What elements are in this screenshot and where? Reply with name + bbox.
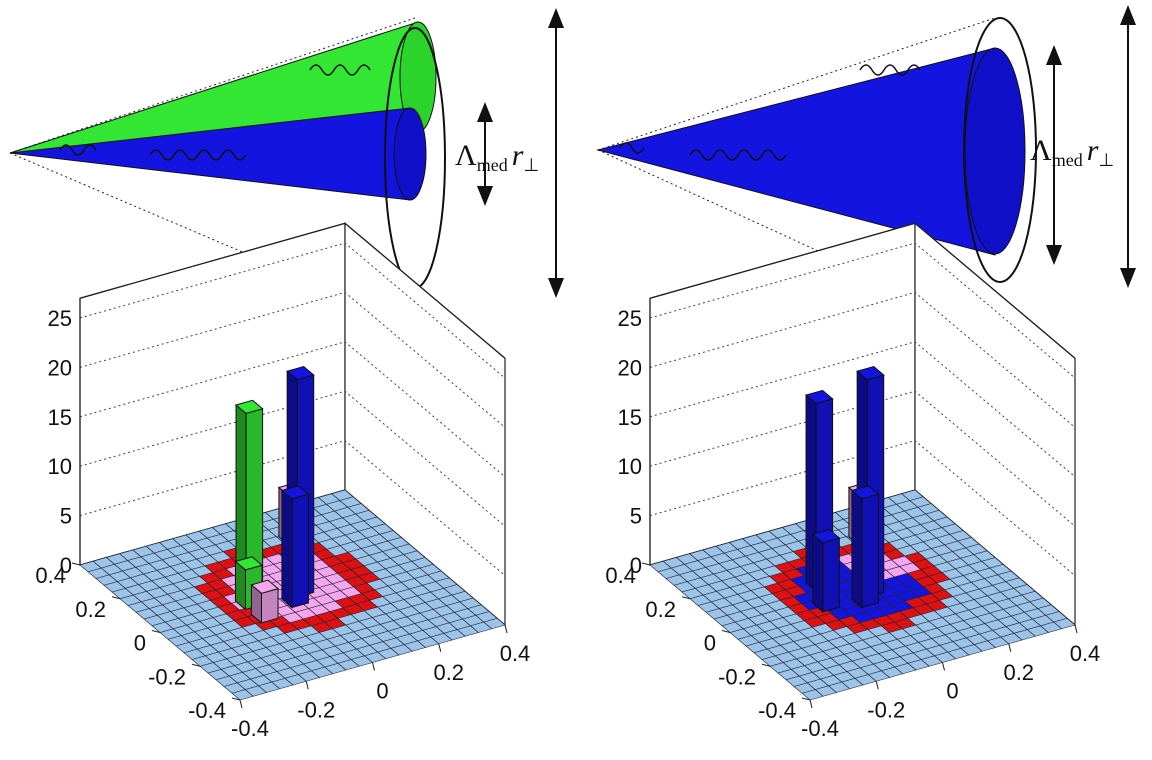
bar-face [862,494,879,607]
bar-face [852,490,862,607]
y-tick-label: -0.4 [188,698,226,723]
x-tick-label: -0.4 [801,716,839,741]
variable: r [512,139,524,172]
variable-subscript: ⊥ [523,155,539,175]
y-tick-label: 0.4 [605,563,636,588]
z-tick-label: 15 [48,405,72,430]
x-tick-label: 0 [946,679,958,704]
tick-mark [943,663,945,671]
figure: Λmedr⊥ Λmedr⊥ 05101520250.40.20-0.2-0.4-… [0,0,1152,760]
bar [813,530,840,612]
z-tick-label: 10 [618,454,642,479]
z-tick-label: 10 [48,454,72,479]
y-tick-label: -0.2 [718,664,756,689]
tick-mark [72,563,80,565]
symbol-subscript: med [477,155,508,175]
bar [251,580,278,623]
tick-mark [810,700,812,708]
z-tick-label: 5 [630,504,642,529]
y-tick-label: 0.2 [75,597,106,622]
tick-mark [505,625,507,633]
bar [852,486,879,608]
z-tick-label: 20 [48,355,72,380]
x-tick-label: -0.4 [231,716,269,741]
x-tick-label: 0 [376,679,388,704]
tick-mark [439,644,441,652]
z-tick-label: 5 [60,504,72,529]
bar-face [823,538,840,612]
bar-face [282,490,292,607]
x-tick-label: 0.4 [1070,641,1101,666]
tick-mark [1075,625,1077,633]
bar [282,486,309,608]
symbol: Λ [455,139,477,172]
y-tick-label: 0.2 [645,597,676,622]
z-tick-label: 25 [48,306,72,331]
y-tick-label: -0.4 [758,698,796,723]
variable: r [1087,134,1099,167]
y-tick-label: 0 [134,631,146,656]
bar-face [261,589,278,623]
symbol: Λ [1030,134,1052,167]
x-tick-label: -0.2 [297,697,335,722]
y-tick-label: 0 [704,631,716,656]
x-tick-label: 0.4 [500,641,531,666]
page: Λmedr⊥ Λmedr⊥ 05101520250.40.20-0.2-0.4-… [0,0,1152,760]
bar-face [292,494,309,607]
tick-mark [1009,644,1011,652]
x-tick-label: 0.2 [1003,660,1034,685]
tick-mark [240,700,242,708]
z-tick-label: 20 [618,355,642,380]
z-tick-label: 25 [618,306,642,331]
bar-face [813,534,823,612]
variable-subscript: ⊥ [1098,150,1114,170]
x-tick-label: 0.2 [433,660,464,685]
tick-mark [642,563,650,565]
symbol-subscript: med [1052,150,1083,170]
tick-mark [876,681,878,689]
y-tick-label: -0.2 [148,664,186,689]
x-tick-label: -0.2 [867,697,905,722]
z-tick-label: 15 [618,405,642,430]
y-tick-label: 0.4 [35,563,66,588]
tick-mark [373,663,375,671]
tick-mark [306,681,308,689]
